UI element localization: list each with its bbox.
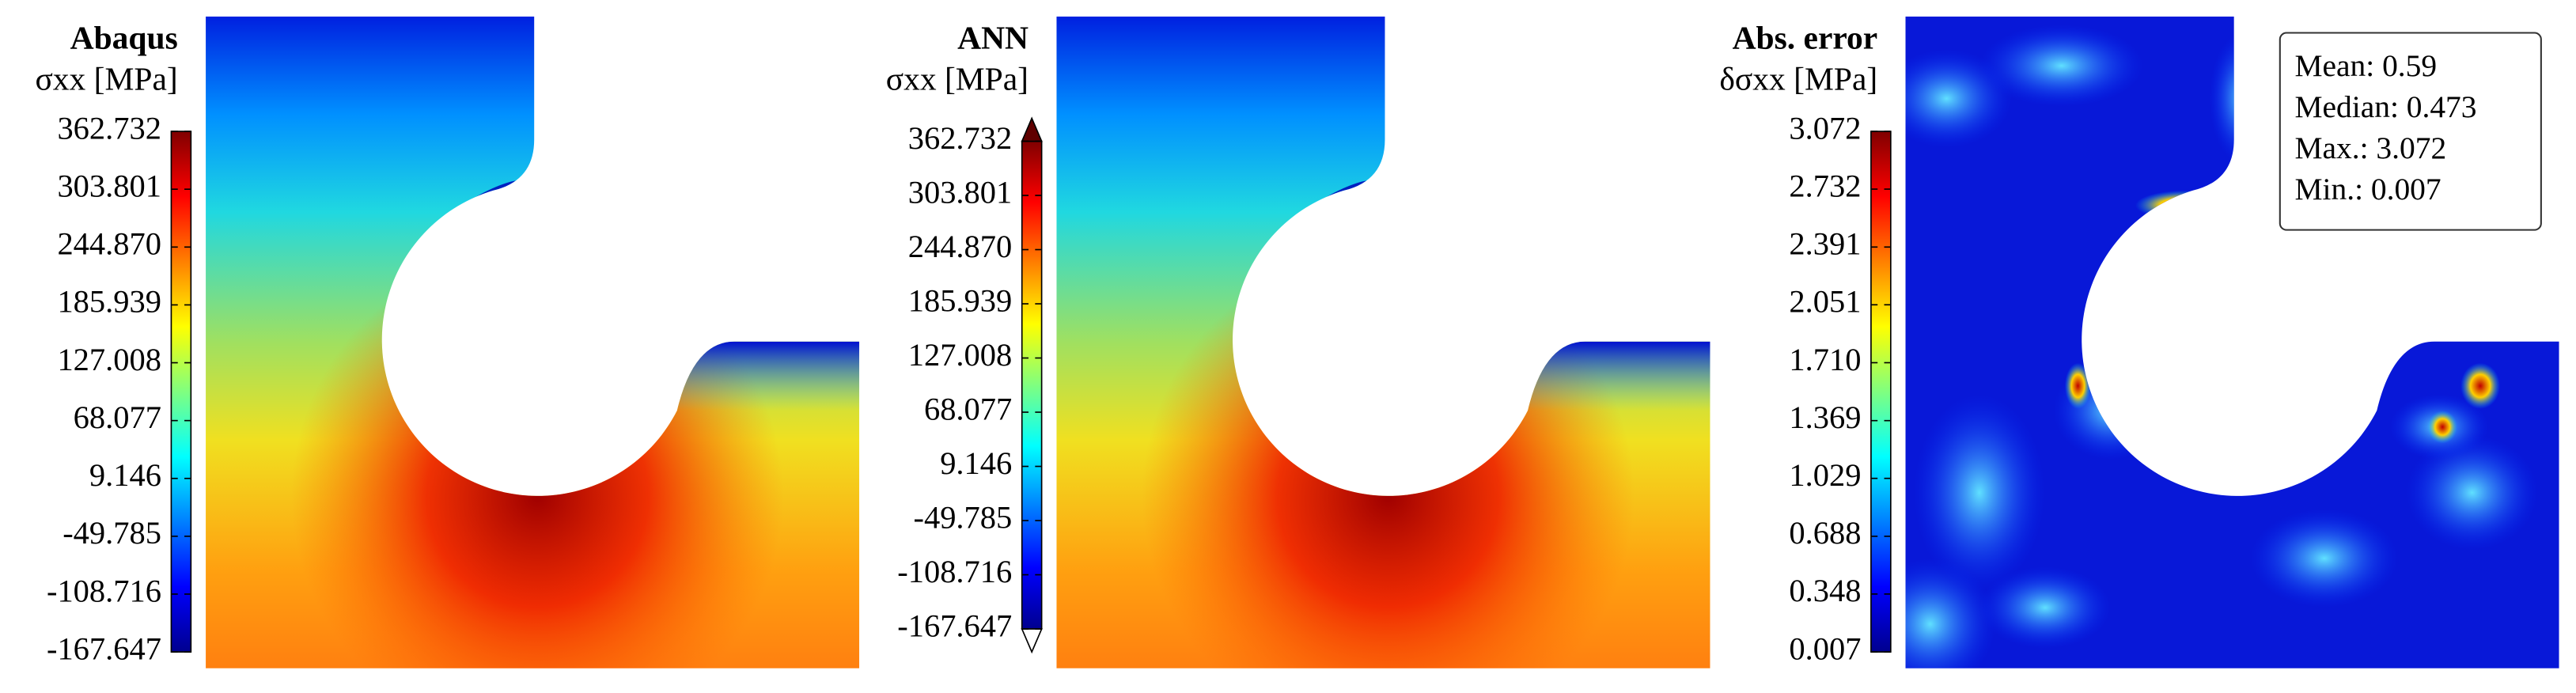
colorbar-label: σxx [MPa] bbox=[35, 60, 177, 97]
colorbar-tick-label: 1.029 bbox=[1789, 457, 1861, 493]
colorbar-tick-label: 362.732 bbox=[908, 120, 1013, 156]
field-step bbox=[673, 341, 860, 416]
colorbar-tick-label: 68.077 bbox=[924, 391, 1012, 426]
colorbar-extend-min bbox=[1021, 628, 1043, 654]
panel: Abs. error δσxx [MPa] 0.007 0.348 0.688 1.029… bbox=[1719, 16, 2559, 668]
colorbar-tick-label: 2.391 bbox=[1789, 226, 1861, 262]
colorbar-tick-label: 185.939 bbox=[57, 284, 161, 320]
colorbar-tick-label: -108.716 bbox=[897, 554, 1012, 589]
colorbar bbox=[170, 131, 192, 653]
error-region bbox=[1979, 566, 2111, 649]
colorbar-tick-label: 185.939 bbox=[908, 282, 1013, 318]
panel-title: Abaqus bbox=[70, 19, 178, 55]
colorbar-tick-label: 362.732 bbox=[57, 110, 161, 146]
panel-title: ANN bbox=[957, 19, 1029, 55]
panel: ANN σxx [MPa] -167.647 -108.716 -49.785 9.146… bbox=[886, 16, 1710, 668]
error-region bbox=[1905, 49, 2013, 148]
error-region bbox=[1979, 25, 2144, 107]
colorbar-extend-max bbox=[1021, 116, 1043, 142]
colorbar-tick-label: -167.647 bbox=[47, 631, 161, 666]
contour-field bbox=[1056, 16, 1710, 668]
stats-text: Min.: 0.007 bbox=[2294, 172, 2441, 206]
stats-text: Median: 0.473 bbox=[2294, 89, 2476, 124]
colorbar-tick-label: -49.785 bbox=[913, 499, 1012, 535]
colorbar-tick-label: 127.008 bbox=[57, 342, 161, 377]
colorbar-tick-label: 244.870 bbox=[57, 226, 161, 262]
colorbar-tick-label: 303.801 bbox=[57, 168, 161, 203]
colorbar-tick-label: 0.688 bbox=[1789, 515, 1861, 551]
field-hot bbox=[1056, 246, 1710, 668]
colorbar-label: δσxx [MPa] bbox=[1719, 60, 1877, 97]
colorbar-tick-label: 2.732 bbox=[1789, 168, 1861, 203]
colorbar-label: σxx [MPa] bbox=[886, 60, 1029, 97]
error-region bbox=[1913, 394, 2045, 592]
stats-box bbox=[2279, 32, 2542, 231]
error-region bbox=[2143, 246, 2243, 312]
error-peak bbox=[2427, 410, 2457, 444]
colorbar-tick-label: 1.369 bbox=[1789, 400, 1861, 435]
colorbar-tick-label: 9.146 bbox=[89, 457, 161, 493]
error-region bbox=[2250, 509, 2399, 608]
colorbar-tick-label: 244.870 bbox=[908, 229, 1013, 264]
colorbar-tick-label: 127.008 bbox=[908, 337, 1013, 373]
error-region bbox=[1905, 558, 1996, 668]
colorbar-tick-label: -108.716 bbox=[47, 573, 161, 608]
colorbar bbox=[1021, 140, 1043, 630]
colorbar-tick-label: 2.051 bbox=[1789, 284, 1861, 320]
colorbar-tick-label: 1.710 bbox=[1789, 342, 1861, 377]
colorbar-tick-label: 9.146 bbox=[940, 445, 1012, 481]
colorbar bbox=[1870, 131, 1892, 653]
error-region bbox=[2406, 435, 2538, 551]
stats-text: Max.: 3.072 bbox=[2294, 131, 2446, 165]
field-step bbox=[1524, 341, 1710, 416]
colorbar-tick-label: -167.647 bbox=[897, 608, 1012, 643]
colorbar-tick-label: -49.785 bbox=[63, 515, 161, 551]
field-hot bbox=[206, 246, 860, 668]
error-peak bbox=[2064, 362, 2092, 409]
colorbar-tick-label: 303.801 bbox=[908, 174, 1013, 210]
colorbar-tick-label: 0.348 bbox=[1789, 573, 1861, 608]
error-peak bbox=[2135, 190, 2234, 221]
panel: Abaqus σxx [MPa] -167.647 -108.716 -49.785 9.… bbox=[35, 16, 860, 668]
error-region bbox=[2209, 32, 2275, 165]
panel-title: Abs. error bbox=[1733, 19, 1878, 55]
colorbar-tick-label: 0.007 bbox=[1789, 631, 1861, 666]
stats-text: Mean: 0.59 bbox=[2294, 48, 2437, 83]
colorbar-tick-label: 68.077 bbox=[74, 400, 161, 435]
contour-field bbox=[206, 16, 860, 668]
colorbar-tick-label: 3.072 bbox=[1789, 110, 1861, 146]
error-peak bbox=[2460, 362, 2500, 409]
